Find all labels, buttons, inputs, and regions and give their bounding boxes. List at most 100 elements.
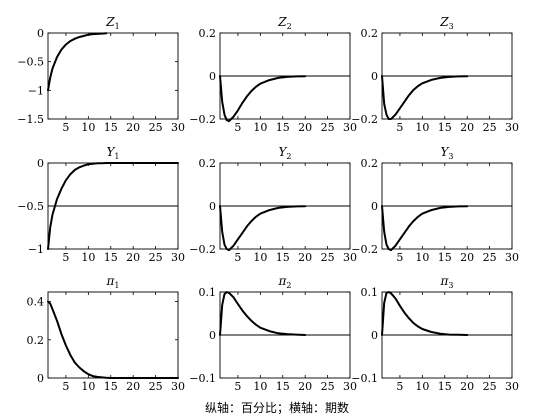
x-tick-label: 25 [321, 380, 335, 393]
x-tick-label: 10 [253, 251, 267, 264]
series-line-0 [47, 300, 179, 379]
series-line-0 [47, 32, 108, 92]
x-tick-label: 15 [104, 121, 118, 134]
y-tick-label: 0 [209, 70, 216, 83]
x-tick-label: 25 [321, 121, 335, 134]
x-tick-label: 10 [415, 251, 429, 264]
x-tick-label: 20 [298, 380, 312, 393]
y-tick-label: −0.2 [189, 243, 216, 256]
panel-title: Y1 [106, 145, 119, 161]
panel-1: 5 10 15 20 25 30 0.2 0 −0.2 Z2 [189, 15, 357, 134]
x-tick-label: 5 [62, 121, 69, 134]
x-tick-label: 25 [321, 251, 335, 264]
y-tick-label: 0 [209, 329, 216, 342]
y-tick-label: 0.2 [361, 27, 379, 40]
x-tick-label: 15 [438, 121, 452, 134]
figure-caption: 纵轴：百分比；横轴：期数 [205, 400, 349, 415]
panel-4: 5 10 15 20 25 30 0.2 0 −0.2 Y2 [189, 145, 357, 264]
panel-title: Y2 [278, 145, 291, 161]
x-tick-label: 5 [396, 121, 403, 134]
y-tick-label: −0.2 [351, 113, 378, 126]
y-tick-label: 0.2 [199, 157, 217, 170]
x-tick-label: 10 [415, 380, 429, 393]
y-tick-label: 0 [371, 70, 378, 83]
x-tick-label: 25 [149, 380, 163, 393]
x-tick-label: 20 [126, 380, 140, 393]
y-tick-label: −0.5 [17, 200, 44, 213]
y-tick-label: 0.2 [27, 334, 45, 347]
series-line-0 [219, 291, 307, 336]
panel-7: 5 10 15 20 25 30 0.1 0 −0.1 π2 [189, 274, 357, 393]
x-tick-label: 30 [343, 121, 357, 134]
x-tick-label: 5 [396, 251, 403, 264]
x-tick-label: 5 [396, 380, 403, 393]
panel-title: Y3 [440, 145, 453, 161]
y-tick-label: 0.1 [199, 286, 217, 299]
panel-5: 5 10 15 20 25 30 0.2 0 −0.2 Y3 [351, 145, 519, 264]
y-tick-label: −1.5 [17, 113, 44, 126]
y-tick-label: 0 [371, 200, 378, 213]
panel-title: Z1 [105, 15, 119, 31]
series-line-0 [381, 75, 469, 120]
x-tick-label: 30 [343, 380, 357, 393]
x-tick-label: 30 [505, 251, 519, 264]
panel-frame [47, 32, 179, 120]
x-tick-label: 25 [483, 251, 497, 264]
panel-3: 5 10 15 20 25 30 0 −0.5 −1 Y1 [17, 145, 185, 264]
x-tick-label: 30 [171, 251, 185, 264]
x-tick-label: 20 [460, 380, 474, 393]
x-tick-label: 15 [276, 251, 290, 264]
panel-8: 5 10 15 20 25 30 0.1 0 −0.1 π3 [351, 274, 519, 393]
panel-6: 5 10 15 20 25 30 0.4 0.2 0 π1 [27, 274, 186, 393]
y-tick-label: −0.2 [189, 113, 216, 126]
x-tick-label: 10 [415, 121, 429, 134]
y-tick-label: −0.1 [189, 372, 216, 385]
x-tick-label: 20 [460, 121, 474, 134]
series-line-0 [219, 75, 307, 123]
panel-title: π1 [106, 274, 120, 290]
x-tick-label: 15 [438, 251, 452, 264]
x-tick-label: 20 [298, 251, 312, 264]
x-tick-label: 25 [483, 121, 497, 134]
panel-0: 5 10 15 20 25 30 0 −0.5 −1 −1.5 Z1 [17, 15, 185, 134]
x-tick-label: 20 [126, 251, 140, 264]
panel-title: Z3 [439, 15, 453, 31]
x-tick-label: 25 [149, 121, 163, 134]
x-tick-label: 5 [234, 380, 241, 393]
panel-frame [47, 291, 179, 379]
y-tick-label: 0 [371, 329, 378, 342]
x-tick-label: 30 [343, 251, 357, 264]
x-tick-label: 10 [253, 380, 267, 393]
x-tick-label: 30 [171, 121, 185, 134]
y-tick-label: 0.4 [27, 296, 45, 309]
y-tick-label: 0 [37, 27, 44, 40]
panels: 5 10 15 20 25 30 0 −0.5 −1 −1.5 Z1 5 10 15 20 25 30 0.2 0 −… [17, 15, 519, 393]
y-tick-label: −0.1 [351, 372, 378, 385]
series-line-0 [381, 205, 469, 252]
x-tick-label: 15 [276, 121, 290, 134]
x-tick-label: 10 [253, 121, 267, 134]
x-tick-label: 5 [234, 251, 241, 264]
series-line-0 [219, 205, 307, 252]
series-line-0 [381, 291, 469, 336]
x-tick-label: 25 [149, 251, 163, 264]
y-tick-label: 0 [37, 372, 44, 385]
x-tick-label: 5 [234, 121, 241, 134]
x-tick-label: 30 [505, 380, 519, 393]
panel-2: 5 10 15 20 25 30 0.2 0 −0.2 Z3 [351, 15, 519, 134]
x-tick-label: 30 [171, 380, 185, 393]
y-tick-label: −0.5 [17, 56, 44, 69]
x-tick-label: 10 [81, 121, 95, 134]
x-tick-label: 25 [483, 380, 497, 393]
y-tick-label: −1 [28, 243, 44, 256]
x-tick-label: 10 [81, 380, 95, 393]
panel-title: π2 [278, 274, 292, 290]
x-tick-label: 15 [104, 380, 118, 393]
y-tick-label: 0.1 [361, 286, 379, 299]
x-tick-label: 10 [81, 251, 95, 264]
y-tick-label: −0.2 [351, 243, 378, 256]
y-tick-label: 0 [37, 157, 44, 170]
y-tick-label: 0.2 [199, 27, 217, 40]
x-tick-label: 5 [62, 251, 69, 264]
x-tick-label: 20 [460, 251, 474, 264]
